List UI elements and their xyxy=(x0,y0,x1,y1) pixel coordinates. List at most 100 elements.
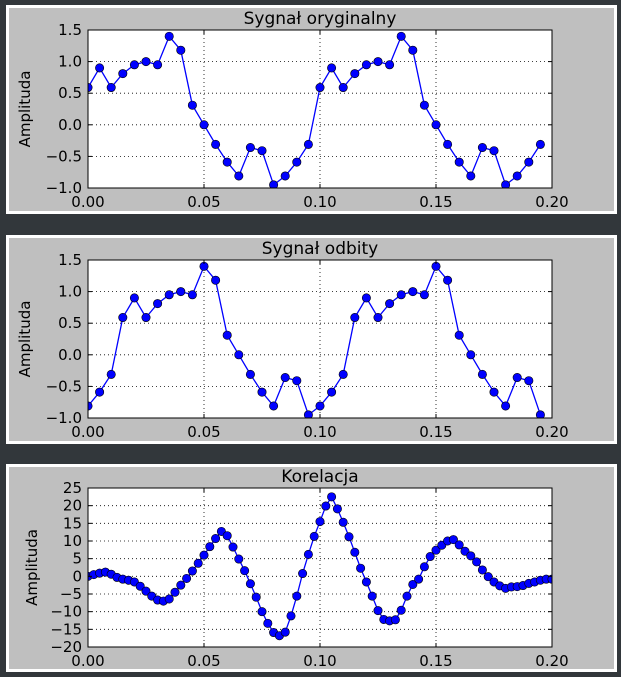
data-point xyxy=(466,171,476,181)
data-point xyxy=(419,290,429,300)
data-point xyxy=(164,594,174,604)
data-point xyxy=(234,554,244,564)
y-tick-label: 0 xyxy=(72,567,82,585)
data-point xyxy=(245,579,255,589)
data-point xyxy=(385,60,395,70)
y-tick-label: −0.5 xyxy=(46,147,82,165)
data-point xyxy=(524,157,534,167)
chart-panel-correlation: 0.00 0.05 0.10 0.15 0.20 −20 −15 −10 −5 0 5 10 15 20 2… xyxy=(6,464,617,672)
data-point xyxy=(187,566,197,576)
series-line xyxy=(88,35,541,186)
data-point xyxy=(176,287,186,297)
data-point xyxy=(106,83,116,93)
data-point xyxy=(408,45,418,55)
data-point xyxy=(431,545,441,555)
data-point xyxy=(402,591,412,601)
data-point xyxy=(443,139,453,149)
data-point xyxy=(234,350,244,360)
data-point xyxy=(315,401,325,411)
data-point xyxy=(396,605,406,615)
data-point xyxy=(332,504,342,514)
data-point xyxy=(385,299,395,309)
data-point xyxy=(396,31,406,41)
data-point xyxy=(419,562,429,572)
data-point xyxy=(338,369,348,379)
y-tick-label: 15 xyxy=(63,514,82,532)
data-point xyxy=(367,591,377,601)
data-point xyxy=(95,387,105,397)
y-axis-label: Amplituda xyxy=(16,301,34,378)
data-point xyxy=(269,401,279,411)
grid xyxy=(88,260,552,418)
data-point xyxy=(489,387,499,397)
data-point xyxy=(489,146,499,156)
data-point xyxy=(535,410,545,418)
plot-area xyxy=(88,260,552,418)
data-point xyxy=(298,569,308,579)
data-point xyxy=(187,290,197,300)
data-point xyxy=(303,410,313,418)
data-point xyxy=(141,313,151,323)
data-point xyxy=(321,501,331,511)
data-point xyxy=(466,350,476,360)
data-point xyxy=(280,373,290,383)
data-point xyxy=(535,139,545,149)
data-point xyxy=(187,100,197,110)
data-point xyxy=(425,552,435,562)
data-point xyxy=(240,566,250,576)
chart-panel-original: 0.00 0.05 0.10 0.15 0.20 −1.0 −0.5 0.0 0.5 1.0 1.5… xyxy=(6,5,617,214)
data-point xyxy=(118,69,128,79)
x-tick-label: 0.15 xyxy=(419,652,452,669)
data-point xyxy=(129,60,139,70)
data-point xyxy=(373,57,383,67)
data-point xyxy=(466,551,476,561)
data-point xyxy=(327,387,337,397)
data-point xyxy=(106,369,116,379)
data-point xyxy=(257,146,267,156)
plot-area xyxy=(88,30,552,188)
data-point xyxy=(350,69,360,79)
data-point xyxy=(327,492,337,502)
data-point xyxy=(263,618,273,628)
grid xyxy=(88,488,552,647)
y-tick-label: 0.5 xyxy=(58,84,82,102)
data-point xyxy=(303,139,313,149)
x-tick-label: 0.15 xyxy=(419,423,452,441)
series-original xyxy=(88,31,545,188)
data-point xyxy=(211,139,221,149)
data-point xyxy=(292,591,302,601)
data-point xyxy=(338,517,348,527)
data-point xyxy=(327,63,337,73)
data-point xyxy=(414,574,424,584)
data-point xyxy=(344,532,354,542)
data-point xyxy=(350,547,360,557)
data-point xyxy=(199,120,209,130)
y-tick-label: 25 xyxy=(63,479,82,497)
data-point xyxy=(257,607,267,617)
y-tick-label: −10 xyxy=(50,603,82,621)
x-tick-label: 0.20 xyxy=(535,423,568,441)
y-tick-label: 20 xyxy=(63,497,82,515)
data-point xyxy=(164,31,174,41)
chart-title: Sygnał odbity xyxy=(262,239,379,259)
x-tick-label: 0.10 xyxy=(303,423,336,441)
y-tick-label: −15 xyxy=(50,620,82,638)
data-point xyxy=(141,57,151,67)
y-axis-label: Amplituda xyxy=(16,71,34,148)
x-tick-label: 0.00 xyxy=(71,652,104,669)
data-point xyxy=(234,171,244,181)
x-tick-label: 0.10 xyxy=(303,652,336,669)
data-point xyxy=(512,373,522,383)
data-point xyxy=(373,313,383,323)
data-point xyxy=(361,60,371,70)
data-point xyxy=(512,171,522,181)
data-point xyxy=(129,293,139,303)
x-tick-label: 0.20 xyxy=(535,193,568,211)
y-tick-label: 1.0 xyxy=(58,53,82,71)
data-point xyxy=(205,542,215,552)
data-point xyxy=(176,580,186,590)
data-point xyxy=(361,293,371,303)
data-point xyxy=(135,581,145,591)
data-point xyxy=(408,287,418,297)
data-point xyxy=(211,534,221,544)
